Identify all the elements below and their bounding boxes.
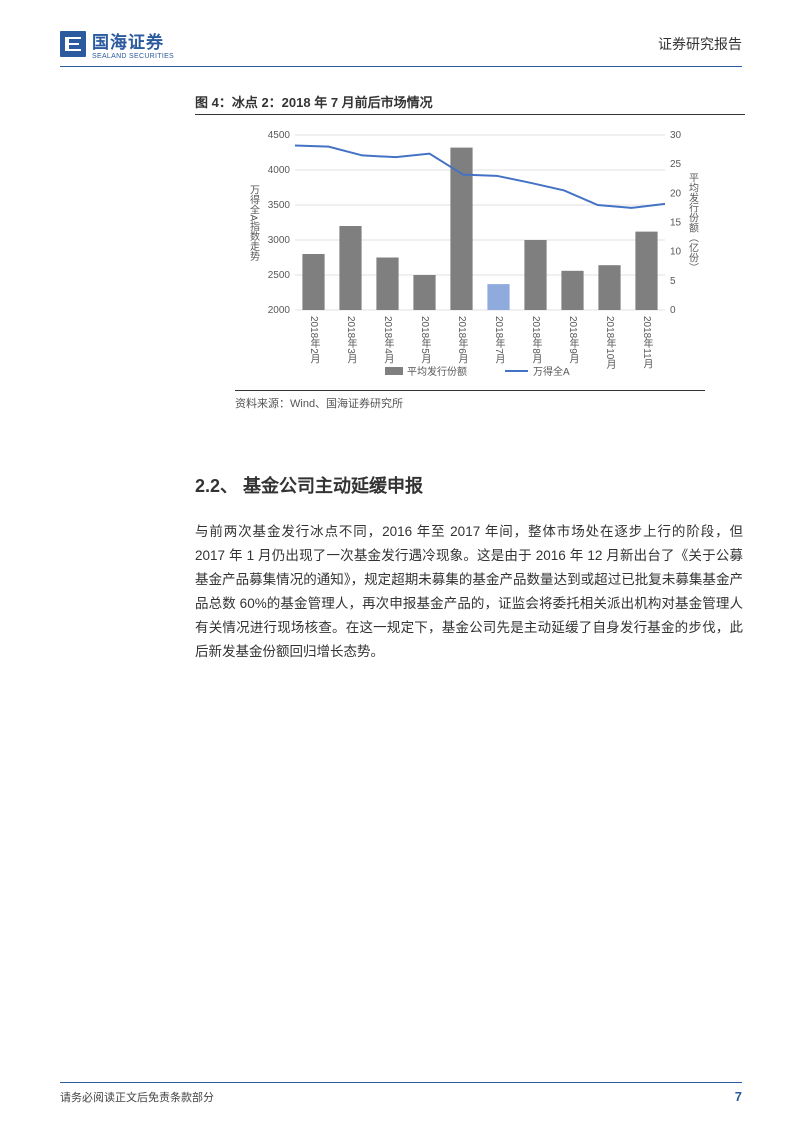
svg-text:3500: 3500 [268,200,291,211]
logo-cn: 国海证券 [92,28,174,53]
chart-source: 资料来源：Wind、国海证券研究所 [235,390,705,411]
logo-text-wrapper: 国海证券 SEALAND SECURITIES [92,28,174,60]
svg-text:2018年11月: 2018年11月 [641,316,653,369]
svg-text:0: 0 [670,305,676,316]
section-body: 与前两次基金发行冰点不同，2016 年至 2017 年间，整体市场处在逐步上行的… [195,520,743,664]
svg-text:30: 30 [670,130,682,141]
combo-chart-svg: 2000 2500 3000 3500 4000 4500 0 5 10 15 20 25 30 2018… [235,125,705,385]
svg-text:15: 15 [670,218,682,229]
svg-text:2018年7月: 2018年7月 [493,316,505,365]
svg-text:2018年8月: 2018年8月 [530,316,542,365]
svg-text:2018年6月: 2018年6月 [456,316,468,365]
svg-text:平均发行份额（亿份）: 平均发行份额（亿份） [687,173,699,273]
svg-text:万得全A指数走势: 万得全A指数走势 [248,185,260,262]
svg-text:2000: 2000 [268,305,291,316]
figure-4: 图 4：冰点 2：2018 年 7 月前后市场情况 2000 2500 3000 35… [195,92,745,411]
svg-text:万得全A: 万得全A [533,365,570,378]
svg-text:2018年3月: 2018年3月 [345,316,357,365]
header-doc-type: 证券研究报告 [658,34,742,54]
svg-text:25: 25 [670,159,682,170]
svg-text:5: 5 [670,276,676,287]
svg-text:10: 10 [670,247,682,258]
section-heading: 2.2、 基金公司主动延缓申报 [195,472,423,498]
sealand-logo-icon [60,31,86,57]
svg-text:3000: 3000 [268,235,291,246]
svg-text:平均发行份额: 平均发行份额 [407,365,467,378]
svg-text:2018年9月: 2018年9月 [567,316,579,365]
footer-disclaimer: 请务必阅读正文后免责条款部分 [60,1089,214,1105]
svg-text:2018年10月: 2018年10月 [604,316,616,370]
svg-text:20: 20 [670,188,682,199]
svg-text:2018年4月: 2018年4月 [382,316,394,365]
page-number: 7 [735,1089,742,1105]
svg-text:2500: 2500 [268,270,291,281]
page-footer: 请务必阅读正文后免责条款部分 7 [60,1082,742,1105]
svg-text:4000: 4000 [268,165,291,176]
svg-text:2018年2月: 2018年2月 [308,316,320,365]
page-header: 国海证券 SEALAND SECURITIES 证券研究报告 [60,28,742,67]
chart-canvas: 2000 2500 3000 3500 4000 4500 0 5 10 15 20 25 30 2018… [235,125,705,385]
logo-en: SEALAND SECURITIES [92,53,174,60]
logo-block: 国海证券 SEALAND SECURITIES [60,28,174,60]
svg-text:2018年5月: 2018年5月 [419,316,431,365]
svg-text:4500: 4500 [268,130,291,141]
chart-title: 图 4：冰点 2：2018 年 7 月前后市场情况 [195,92,745,115]
